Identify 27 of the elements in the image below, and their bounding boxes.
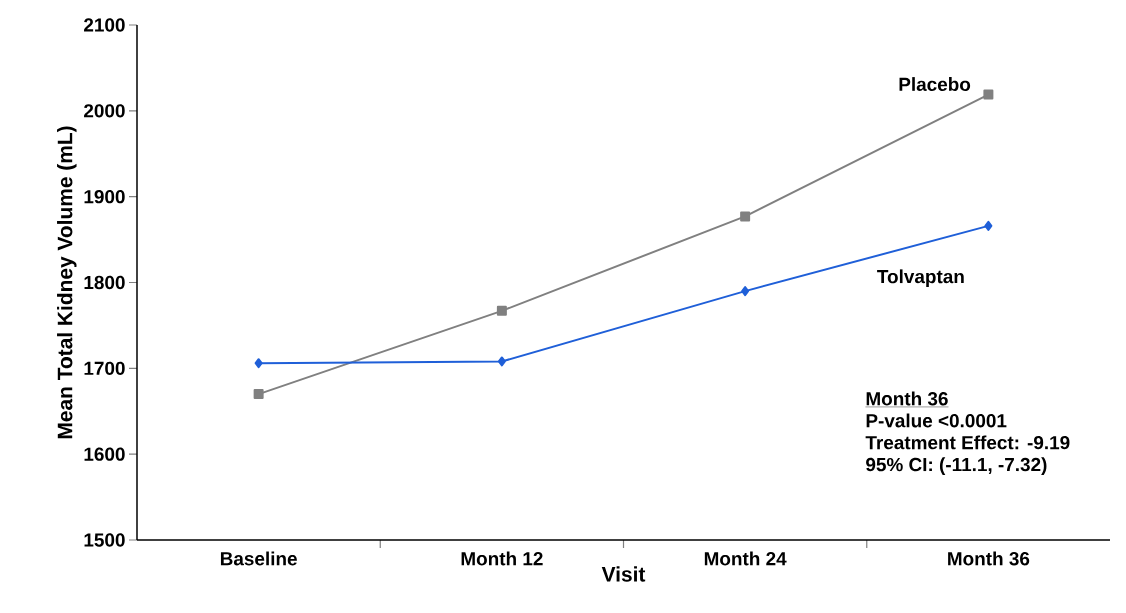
y-tick-label: 1500 bbox=[84, 533, 125, 547]
annotation: Treatment Effect: -9.19 bbox=[865, 435, 1070, 450]
point bbox=[741, 286, 750, 297]
point bbox=[496, 305, 507, 316]
x-tick-label: Baseline bbox=[220, 551, 297, 566]
annotation: Month 36 bbox=[866, 391, 948, 406]
point bbox=[254, 358, 263, 369]
point bbox=[984, 220, 993, 231]
point bbox=[497, 356, 506, 367]
y-tick-label: 2100 bbox=[84, 18, 125, 32]
y-axis-title: Mean Total Kidney Volume (mL) bbox=[57, 126, 77, 439]
series-label: Tolvaptan bbox=[877, 269, 964, 288]
x-axis-title: Visit bbox=[601, 566, 646, 582]
y-tick-label: 1600 bbox=[84, 447, 125, 461]
point bbox=[253, 389, 264, 400]
x-tick-label: Month 36 bbox=[948, 551, 1030, 566]
series-label: Placebo bbox=[899, 77, 971, 92]
point bbox=[740, 211, 751, 222]
x-tick-label: Month 12 bbox=[461, 551, 543, 566]
point bbox=[983, 89, 994, 100]
annotation: 95% CI: (-11.1, -7.32) bbox=[866, 457, 1047, 475]
y-tick-label: 1700 bbox=[84, 361, 125, 376]
y-tick-label: 1800 bbox=[84, 275, 125, 290]
x-tick-label: Month 24 bbox=[704, 551, 787, 566]
y-tick-label: 2000 bbox=[84, 104, 125, 118]
y-tick-label: 1900 bbox=[84, 189, 125, 204]
annotation: P-value <0.0001 bbox=[866, 413, 1007, 428]
